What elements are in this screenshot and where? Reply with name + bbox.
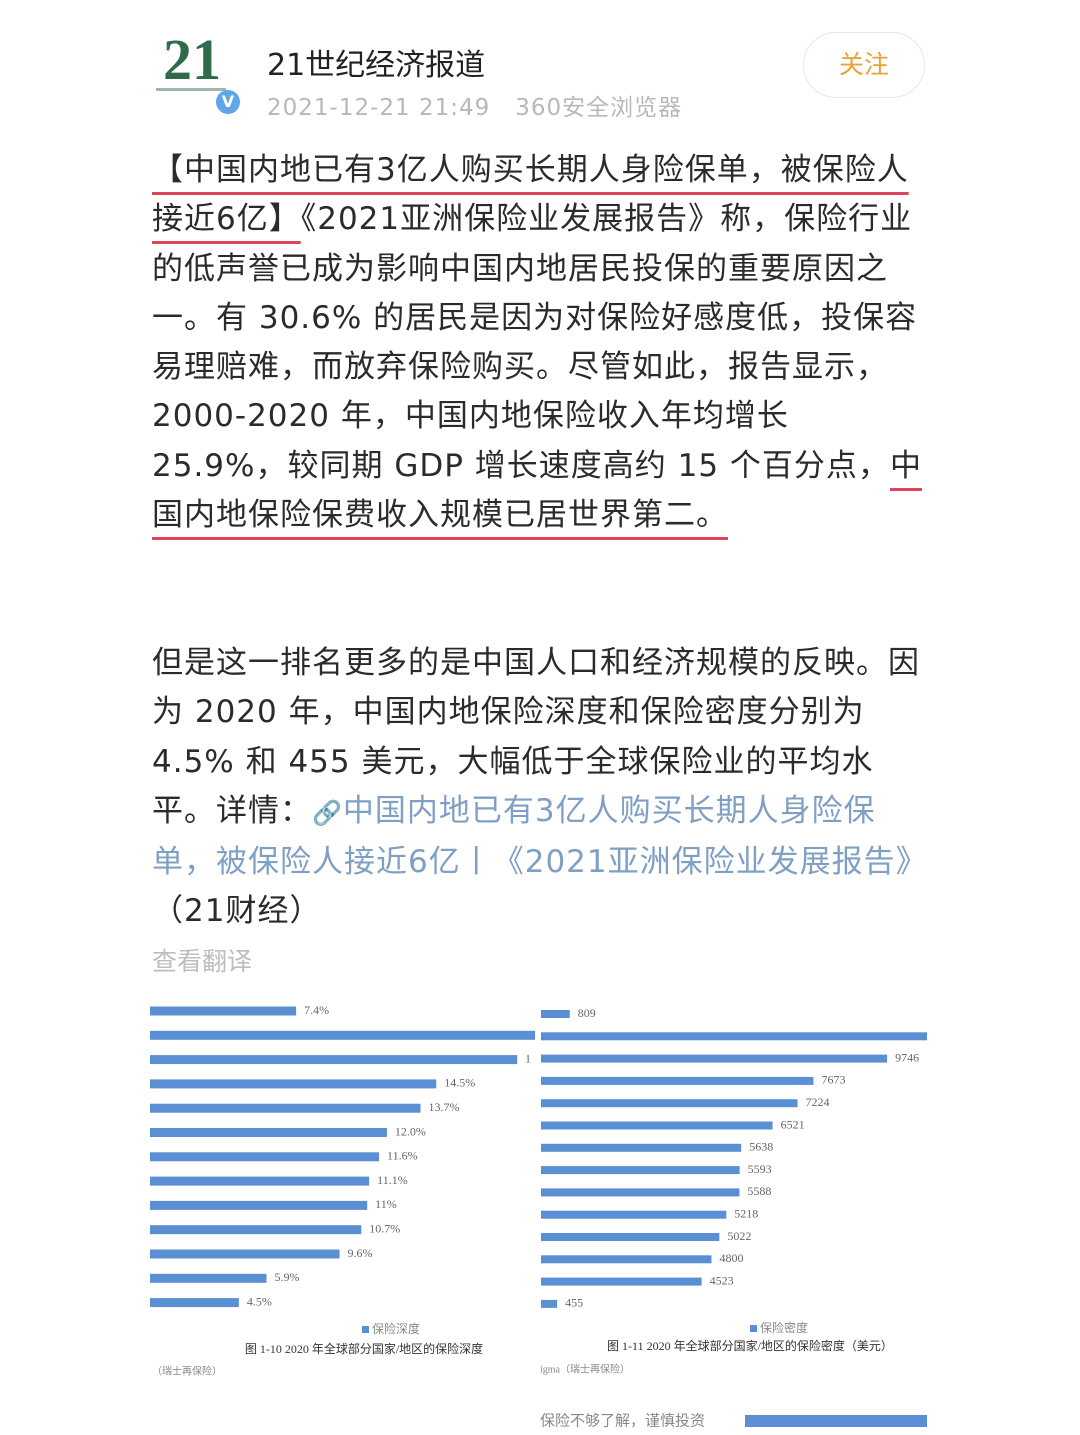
account-name[interactable]: 21世纪经济报道 — [267, 48, 486, 83]
translate-link[interactable]: 查看翻译 — [152, 947, 253, 976]
value-label: 7673 — [821, 1073, 845, 1087]
value-label: 7.4% — [304, 1003, 329, 1017]
bar — [150, 1298, 239, 1308]
bar — [541, 1076, 814, 1085]
chart-source: （瑞士再保险） — [152, 1364, 222, 1377]
value-label: 11.6% — [387, 1149, 418, 1163]
bar — [541, 1277, 702, 1286]
link-text[interactable]: 中国内地已有3亿人购买长期人身险保单，被保险人接近6亿丨《2021亚洲保险业发展… — [152, 792, 928, 881]
value-label: 4800 — [719, 1251, 743, 1265]
follow-button[interactable]: 关注 — [803, 32, 925, 98]
value-label: 4.5% — [247, 1294, 272, 1308]
chart-title: 图 1-11 2020 年全球部分国家/地区的保险密度（美元） — [607, 1338, 893, 1353]
value-label: 10.7% — [369, 1221, 400, 1235]
bar — [541, 1188, 740, 1197]
value-label: 9746 — [895, 1050, 919, 1064]
value-label: 5022 — [727, 1229, 751, 1243]
bar — [541, 1299, 558, 1308]
bar — [150, 1128, 387, 1137]
bar — [150, 1273, 267, 1283]
value-label: 6521 — [781, 1117, 805, 1131]
bar — [541, 1166, 740, 1175]
value-label: 455 — [565, 1296, 583, 1310]
bar — [541, 1233, 720, 1241]
bar — [541, 1255, 712, 1264]
verified-badge: V — [216, 90, 240, 114]
value-label: 5.9% — [274, 1270, 299, 1284]
value-label: 4523 — [710, 1273, 734, 1287]
bar — [150, 1055, 518, 1065]
bar — [541, 1010, 570, 1018]
post-meta: 2021-12-21 21:49 360安全浏览器 — [267, 88, 682, 122]
value-label: 5638 — [749, 1140, 773, 1154]
value-label: 11% — [375, 1197, 397, 1211]
legend-label: 保险深度 — [372, 1321, 420, 1336]
bar — [150, 1079, 437, 1089]
link[interactable]: 🔗中国内地已有3亿人购买长期人身险保单，被保险人接近6亿丨《2021亚洲保险业发… — [152, 792, 928, 881]
value-label: 5218 — [734, 1206, 758, 1220]
paragraph: 但是这一排名更多的是中国人口和经济规模的反映。因为 2020 年，中国内地保险深… — [152, 639, 927, 937]
bar — [150, 1103, 421, 1113]
decor-bar — [745, 1415, 927, 1427]
text: 但是这一排名更多的是中国人口和经济规模的反映。因为 2020 年，中国内地保险深… — [152, 645, 920, 829]
chart-image: 7.4% 1 14.5% 13.7%12.0% 11.6% 11.1% 11% 10.7% 9.… — [150, 1003, 927, 1429]
bar — [541, 1032, 927, 1041]
value-label: 809 — [578, 1006, 596, 1020]
legend-swatch — [362, 1326, 369, 1333]
bar — [150, 1176, 370, 1186]
bar — [541, 1143, 742, 1152]
chart-source: igma（瑞士再保险） — [540, 1362, 630, 1375]
bar — [541, 1210, 727, 1219]
text: （21财经） — [152, 893, 322, 930]
logo-rule — [156, 88, 226, 91]
value-label: 14.5% — [444, 1076, 475, 1090]
value-label: 5593 — [748, 1162, 772, 1176]
highlight-text: 中国内地保险保费收入规模已居世界第二。 — [152, 447, 922, 534]
bar — [541, 1121, 773, 1130]
post-time: 2021-12-21 21:49 — [267, 95, 491, 121]
value-label: 9.6% — [348, 1246, 373, 1260]
bar — [150, 1030, 535, 1040]
bar — [150, 1200, 368, 1210]
value-label: 1 — [525, 1051, 531, 1065]
bar — [150, 1006, 297, 1016]
chart-title: 图 1-10 2020 年全球部分国家/地区的保险深度 — [245, 1341, 483, 1356]
value-label: 13.7% — [428, 1100, 459, 1114]
legend-swatch — [750, 1325, 757, 1332]
logo: 21 — [163, 27, 221, 92]
legend-label: 保险密度 — [760, 1320, 808, 1335]
paragraph: 【中国内地已有3亿人购买长期人身险保单，被保险人接近6亿】《2021亚洲保险业发… — [152, 146, 927, 540]
footer-text: 保险不够了解，谨慎投资 — [540, 1411, 705, 1429]
highlight-text: 【中国内地已有3亿人购买长期人身险保单，被保险人接近6亿】 — [152, 152, 909, 238]
value-label: 7224 — [806, 1095, 830, 1109]
value-label: 12.0% — [395, 1124, 426, 1138]
text: 《2021亚洲保险业发展报告》称，保险行业的低声誉已成为影响中国内地居民投保的重… — [152, 201, 918, 484]
bar — [541, 1054, 888, 1063]
bar — [150, 1225, 362, 1235]
bar — [541, 1099, 798, 1108]
value-label: 5588 — [747, 1184, 771, 1198]
bar — [150, 1152, 380, 1162]
value-label: 11.1% — [377, 1173, 408, 1187]
bar — [150, 1249, 340, 1259]
post-source: 360安全浏览器 — [515, 95, 683, 121]
